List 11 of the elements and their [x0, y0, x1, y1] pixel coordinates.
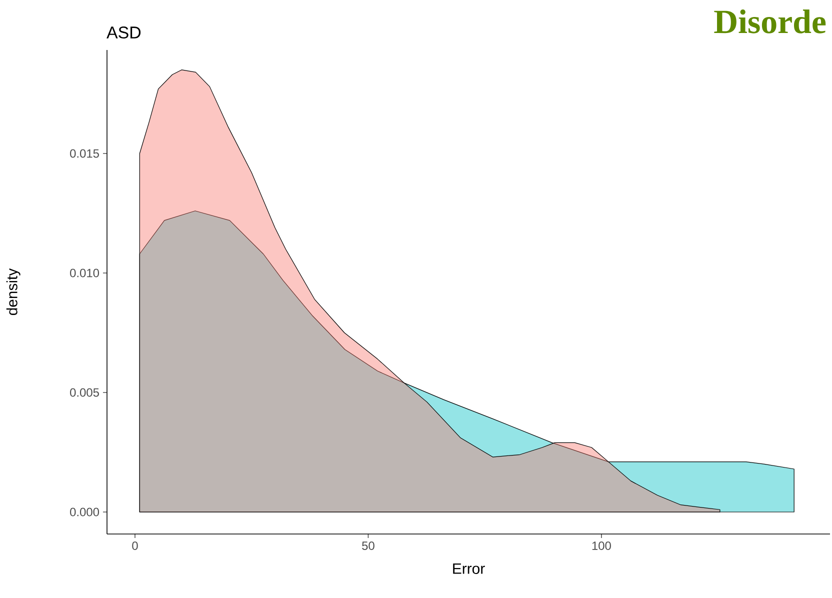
text: Disorde: [714, 10, 826, 34]
y-tick-label: 0.010: [70, 268, 100, 278]
x-tick-label: 100: [592, 542, 611, 550]
x-axis-title: Error: [453, 564, 485, 574]
chart-title: ASD: [106, 26, 141, 38]
x-tick-label: 0: [132, 542, 138, 550]
x-tick-label: 50: [362, 542, 374, 550]
y-axis-title: density: [6, 268, 20, 316]
y-tick-label: 0.000: [70, 508, 100, 516]
y-tick-label: 0.005: [70, 388, 99, 397]
y-tick-label: 0.015: [70, 149, 99, 158]
